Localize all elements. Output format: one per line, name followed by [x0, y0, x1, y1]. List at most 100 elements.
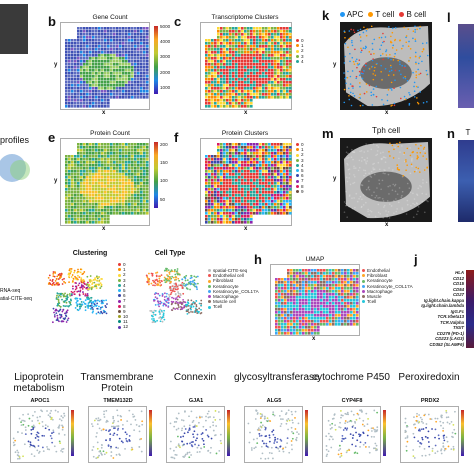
spot	[211, 164, 214, 167]
spot	[229, 93, 232, 96]
spot	[308, 290, 311, 293]
spot	[250, 57, 253, 60]
spot	[140, 48, 143, 51]
cell-dot	[346, 146, 349, 148]
spot	[256, 173, 259, 176]
spot	[277, 173, 280, 176]
protein-count-colorbar	[154, 142, 158, 208]
spot	[116, 164, 119, 167]
spot	[104, 33, 107, 36]
spot	[107, 146, 110, 149]
spot	[137, 45, 140, 48]
umap-point	[191, 303, 194, 305]
cell-dot	[355, 60, 357, 63]
cbar-b-labels: 5000 4000 3000 2000 1000	[160, 24, 170, 90]
spot	[287, 314, 290, 317]
spot	[314, 281, 317, 284]
spot	[89, 81, 92, 84]
spot	[235, 96, 238, 99]
spot	[226, 146, 229, 149]
spot	[226, 164, 229, 167]
spot	[338, 281, 341, 284]
spot	[92, 194, 95, 197]
spot	[281, 287, 284, 290]
spot	[95, 66, 98, 69]
spot	[80, 78, 83, 81]
spot	[289, 197, 292, 200]
spot	[329, 296, 332, 299]
cell-dot	[424, 152, 426, 155]
spot	[119, 161, 122, 164]
spot	[122, 200, 125, 203]
panel-m-letter: m	[322, 126, 334, 141]
umap-point	[78, 282, 81, 285]
spot	[104, 66, 107, 69]
spot	[274, 30, 277, 33]
spot	[131, 93, 134, 96]
spot	[238, 30, 241, 33]
umap-point	[57, 296, 60, 298]
spot	[131, 87, 134, 90]
spot	[326, 323, 329, 326]
spot	[65, 66, 68, 69]
spot	[247, 197, 250, 200]
spot	[232, 173, 235, 176]
spot	[89, 27, 92, 30]
spot	[278, 320, 281, 323]
spot	[74, 197, 77, 200]
spot	[287, 278, 290, 281]
spot	[131, 176, 134, 179]
spot	[107, 39, 110, 42]
spot	[80, 182, 83, 185]
spot	[235, 206, 238, 209]
spot	[104, 152, 107, 155]
spot	[143, 191, 146, 194]
spot	[68, 42, 71, 45]
spot	[71, 182, 74, 185]
spot	[74, 54, 77, 57]
spot	[107, 51, 110, 54]
umap-point	[79, 289, 82, 292]
umap-point	[173, 270, 176, 273]
spot	[265, 155, 268, 158]
spot	[86, 96, 89, 99]
spot	[214, 39, 217, 42]
spot	[125, 203, 128, 206]
spot	[223, 221, 226, 224]
legend-item: Fibroblast	[362, 273, 413, 278]
spot	[223, 75, 226, 78]
spot	[89, 66, 92, 69]
spot	[68, 206, 71, 209]
spot	[259, 51, 262, 54]
spot	[262, 152, 265, 155]
spot	[77, 57, 80, 60]
spot	[311, 293, 314, 296]
spot	[281, 302, 284, 305]
spot	[95, 45, 98, 48]
spot	[122, 78, 125, 81]
legend-item: 7	[118, 298, 128, 303]
spot	[253, 81, 256, 84]
spot	[329, 290, 332, 293]
spot	[356, 305, 359, 308]
spot	[137, 57, 140, 60]
spot	[283, 164, 286, 167]
spot	[107, 170, 110, 173]
spot	[131, 158, 134, 161]
legend-item: 3	[118, 278, 128, 283]
spot	[220, 206, 223, 209]
spot	[110, 72, 113, 75]
spot	[140, 78, 143, 81]
spot	[274, 81, 277, 84]
spot	[244, 200, 247, 203]
cell-dot	[381, 79, 383, 81]
spot	[77, 84, 80, 87]
spot	[77, 102, 80, 105]
spot	[250, 170, 253, 173]
umap-point	[146, 280, 149, 283]
spot	[134, 155, 137, 158]
spot	[335, 269, 338, 272]
spot	[250, 203, 253, 206]
spot	[271, 84, 274, 87]
spot	[95, 170, 98, 173]
